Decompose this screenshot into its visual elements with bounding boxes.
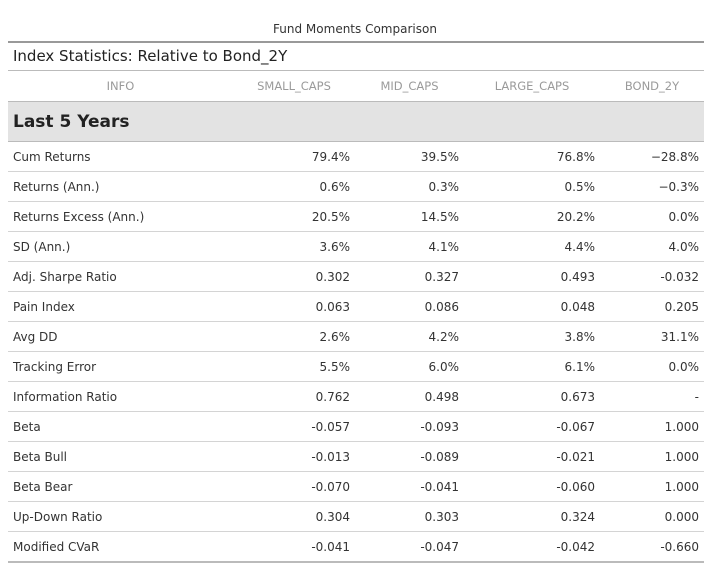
table-row: Pain Index 0.063 0.086 0.048 0.205: [8, 291, 704, 322]
table-row: Returns Excess (Ann.) 20.5% 14.5% 20.2% 0.0%: [8, 201, 704, 232]
cell-value: 4.4%: [464, 231, 600, 262]
cell-value: 1.000: [600, 441, 704, 472]
table-row: Returns (Ann.) 0.6% 0.3% 0.5% −0.3%: [8, 171, 704, 202]
group-label: Last 5 Years: [8, 101, 704, 142]
cell-value: 4.1%: [355, 231, 464, 262]
cell-value: 39.5%: [355, 141, 464, 172]
cell-value: -0.067: [464, 411, 600, 442]
cell-value: 0.048: [464, 291, 600, 322]
row-label: Adj. Sharpe Ratio: [8, 261, 233, 292]
cell-value: 76.8%: [464, 141, 600, 172]
cell-value: 6.0%: [355, 351, 464, 382]
top-rule: [8, 41, 704, 43]
cell-value: -0.070: [233, 471, 355, 502]
row-label: Tracking Error: [8, 351, 233, 382]
cell-value: 0.673: [464, 381, 600, 412]
row-label: Modified CVaR: [8, 531, 233, 563]
cell-value: −0.3%: [600, 171, 704, 202]
cell-value: 0.302: [233, 261, 355, 292]
cell-value: -0.057: [233, 411, 355, 442]
row-label: Up-Down Ratio: [8, 501, 233, 532]
page-title: Fund Moments Comparison: [273, 22, 437, 36]
table-row: Information Ratio 0.762 0.498 0.673-: [8, 381, 704, 412]
table-row: Up-Down Ratio 0.304 0.303 0.324 0.000: [8, 501, 704, 532]
cell-value: -0.060: [464, 471, 600, 502]
cell-value: 0.6%: [233, 171, 355, 202]
cell-value: −28.8%: [600, 141, 704, 172]
cell-value: -0.089: [355, 441, 464, 472]
row-label: Beta Bear: [8, 471, 233, 502]
row-label: Cum Returns: [8, 141, 233, 172]
cell-value: -0.021: [464, 441, 600, 472]
column-header-info: INFO: [8, 71, 233, 102]
cell-value: 4.2%: [355, 321, 464, 352]
cell-value: 0.063: [233, 291, 355, 322]
cell-value: 0.762: [233, 381, 355, 412]
row-label: Pain Index: [8, 291, 233, 322]
cell-value: 5.5%: [233, 351, 355, 382]
table-row: Beta Bull -0.013 -0.089 -0.021 1.000: [8, 441, 704, 472]
table-row: Cum Returns 79.4% 39.5% 76.8% −28.8%: [8, 141, 704, 172]
statistics-table-container: Index Statistics: Relative to Bond_2Y IN…: [8, 41, 704, 563]
cell-value: 20.2%: [464, 201, 600, 232]
cell-value: 79.4%: [233, 141, 355, 172]
cell-value: -0.047: [355, 531, 464, 563]
table-row: Beta Bear -0.070 -0.041 -0.060 1.000: [8, 471, 704, 502]
cell-value: 0.327: [355, 261, 464, 292]
statistics-table: INFO SMALL_CAPS MID_CAPS LARGE_CAPS BOND…: [8, 71, 704, 563]
cell-value: -0.042: [464, 531, 600, 563]
column-header-large-caps: LARGE_CAPS: [464, 71, 600, 102]
table-row: SD (Ann.) 3.6% 4.1% 4.4% 4.0%: [8, 231, 704, 262]
cell-value: 0.000: [600, 501, 704, 532]
column-header-bond-2y: BOND_2Y: [600, 71, 704, 102]
row-label: Returns (Ann.): [8, 171, 233, 202]
cell-value: 6.1%: [464, 351, 600, 382]
cell-value: 0.304: [233, 501, 355, 532]
cell-value: 3.8%: [464, 321, 600, 352]
table-row: Tracking Error 5.5% 6.0% 6.1% 0.0%: [8, 351, 704, 382]
cell-value: 4.0%: [600, 231, 704, 262]
cell-value: -0.032: [600, 261, 704, 292]
row-label: Beta: [8, 411, 233, 442]
table-row: Modified CVaR -0.041 -0.047 -0.042 -0.660: [8, 531, 704, 563]
cell-value: 0.0%: [600, 201, 704, 232]
cell-value: 0.205: [600, 291, 704, 322]
row-label: Information Ratio: [8, 381, 233, 412]
cell-value: 31.1%: [600, 321, 704, 352]
cell-value: -: [600, 381, 704, 412]
row-label: Avg DD: [8, 321, 233, 352]
cell-value: 0.303: [355, 501, 464, 532]
cell-value: 14.5%: [355, 201, 464, 232]
cell-value: 2.6%: [233, 321, 355, 352]
cell-value: -0.013: [233, 441, 355, 472]
cell-value: 20.5%: [233, 201, 355, 232]
table-row: Avg DD 2.6% 4.2% 3.8% 31.1%: [8, 321, 704, 352]
cell-value: -0.660: [600, 531, 704, 563]
cell-value: -0.041: [355, 471, 464, 502]
cell-value: 0.493: [464, 261, 600, 292]
cell-value: 0.3%: [355, 171, 464, 202]
row-label: Returns Excess (Ann.): [8, 201, 233, 232]
table-row: Adj. Sharpe Ratio 0.302 0.327 0.493 -0.032: [8, 261, 704, 292]
row-label: SD (Ann.): [8, 231, 233, 262]
table-subtitle: Index Statistics: Relative to Bond_2Y: [8, 43, 704, 71]
cell-value: 0.0%: [600, 351, 704, 382]
table-row: Beta -0.057 -0.093 -0.067 1.000: [8, 411, 704, 442]
cell-value: 0.324: [464, 501, 600, 532]
cell-value: -0.093: [355, 411, 464, 442]
cell-value: 3.6%: [233, 231, 355, 262]
cell-value: 0.086: [355, 291, 464, 322]
row-label: Beta Bull: [8, 441, 233, 472]
cell-value: 1.000: [600, 471, 704, 502]
column-header-small-caps: SMALL_CAPS: [233, 71, 355, 102]
header-row: INFO SMALL_CAPS MID_CAPS LARGE_CAPS BOND…: [8, 71, 704, 102]
cell-value: -0.041: [233, 531, 355, 563]
column-header-mid-caps: MID_CAPS: [355, 71, 464, 102]
cell-value: 1.000: [600, 411, 704, 442]
cell-value: 0.5%: [464, 171, 600, 202]
group-row: Last 5 Years: [8, 101, 704, 142]
cell-value: 0.498: [355, 381, 464, 412]
